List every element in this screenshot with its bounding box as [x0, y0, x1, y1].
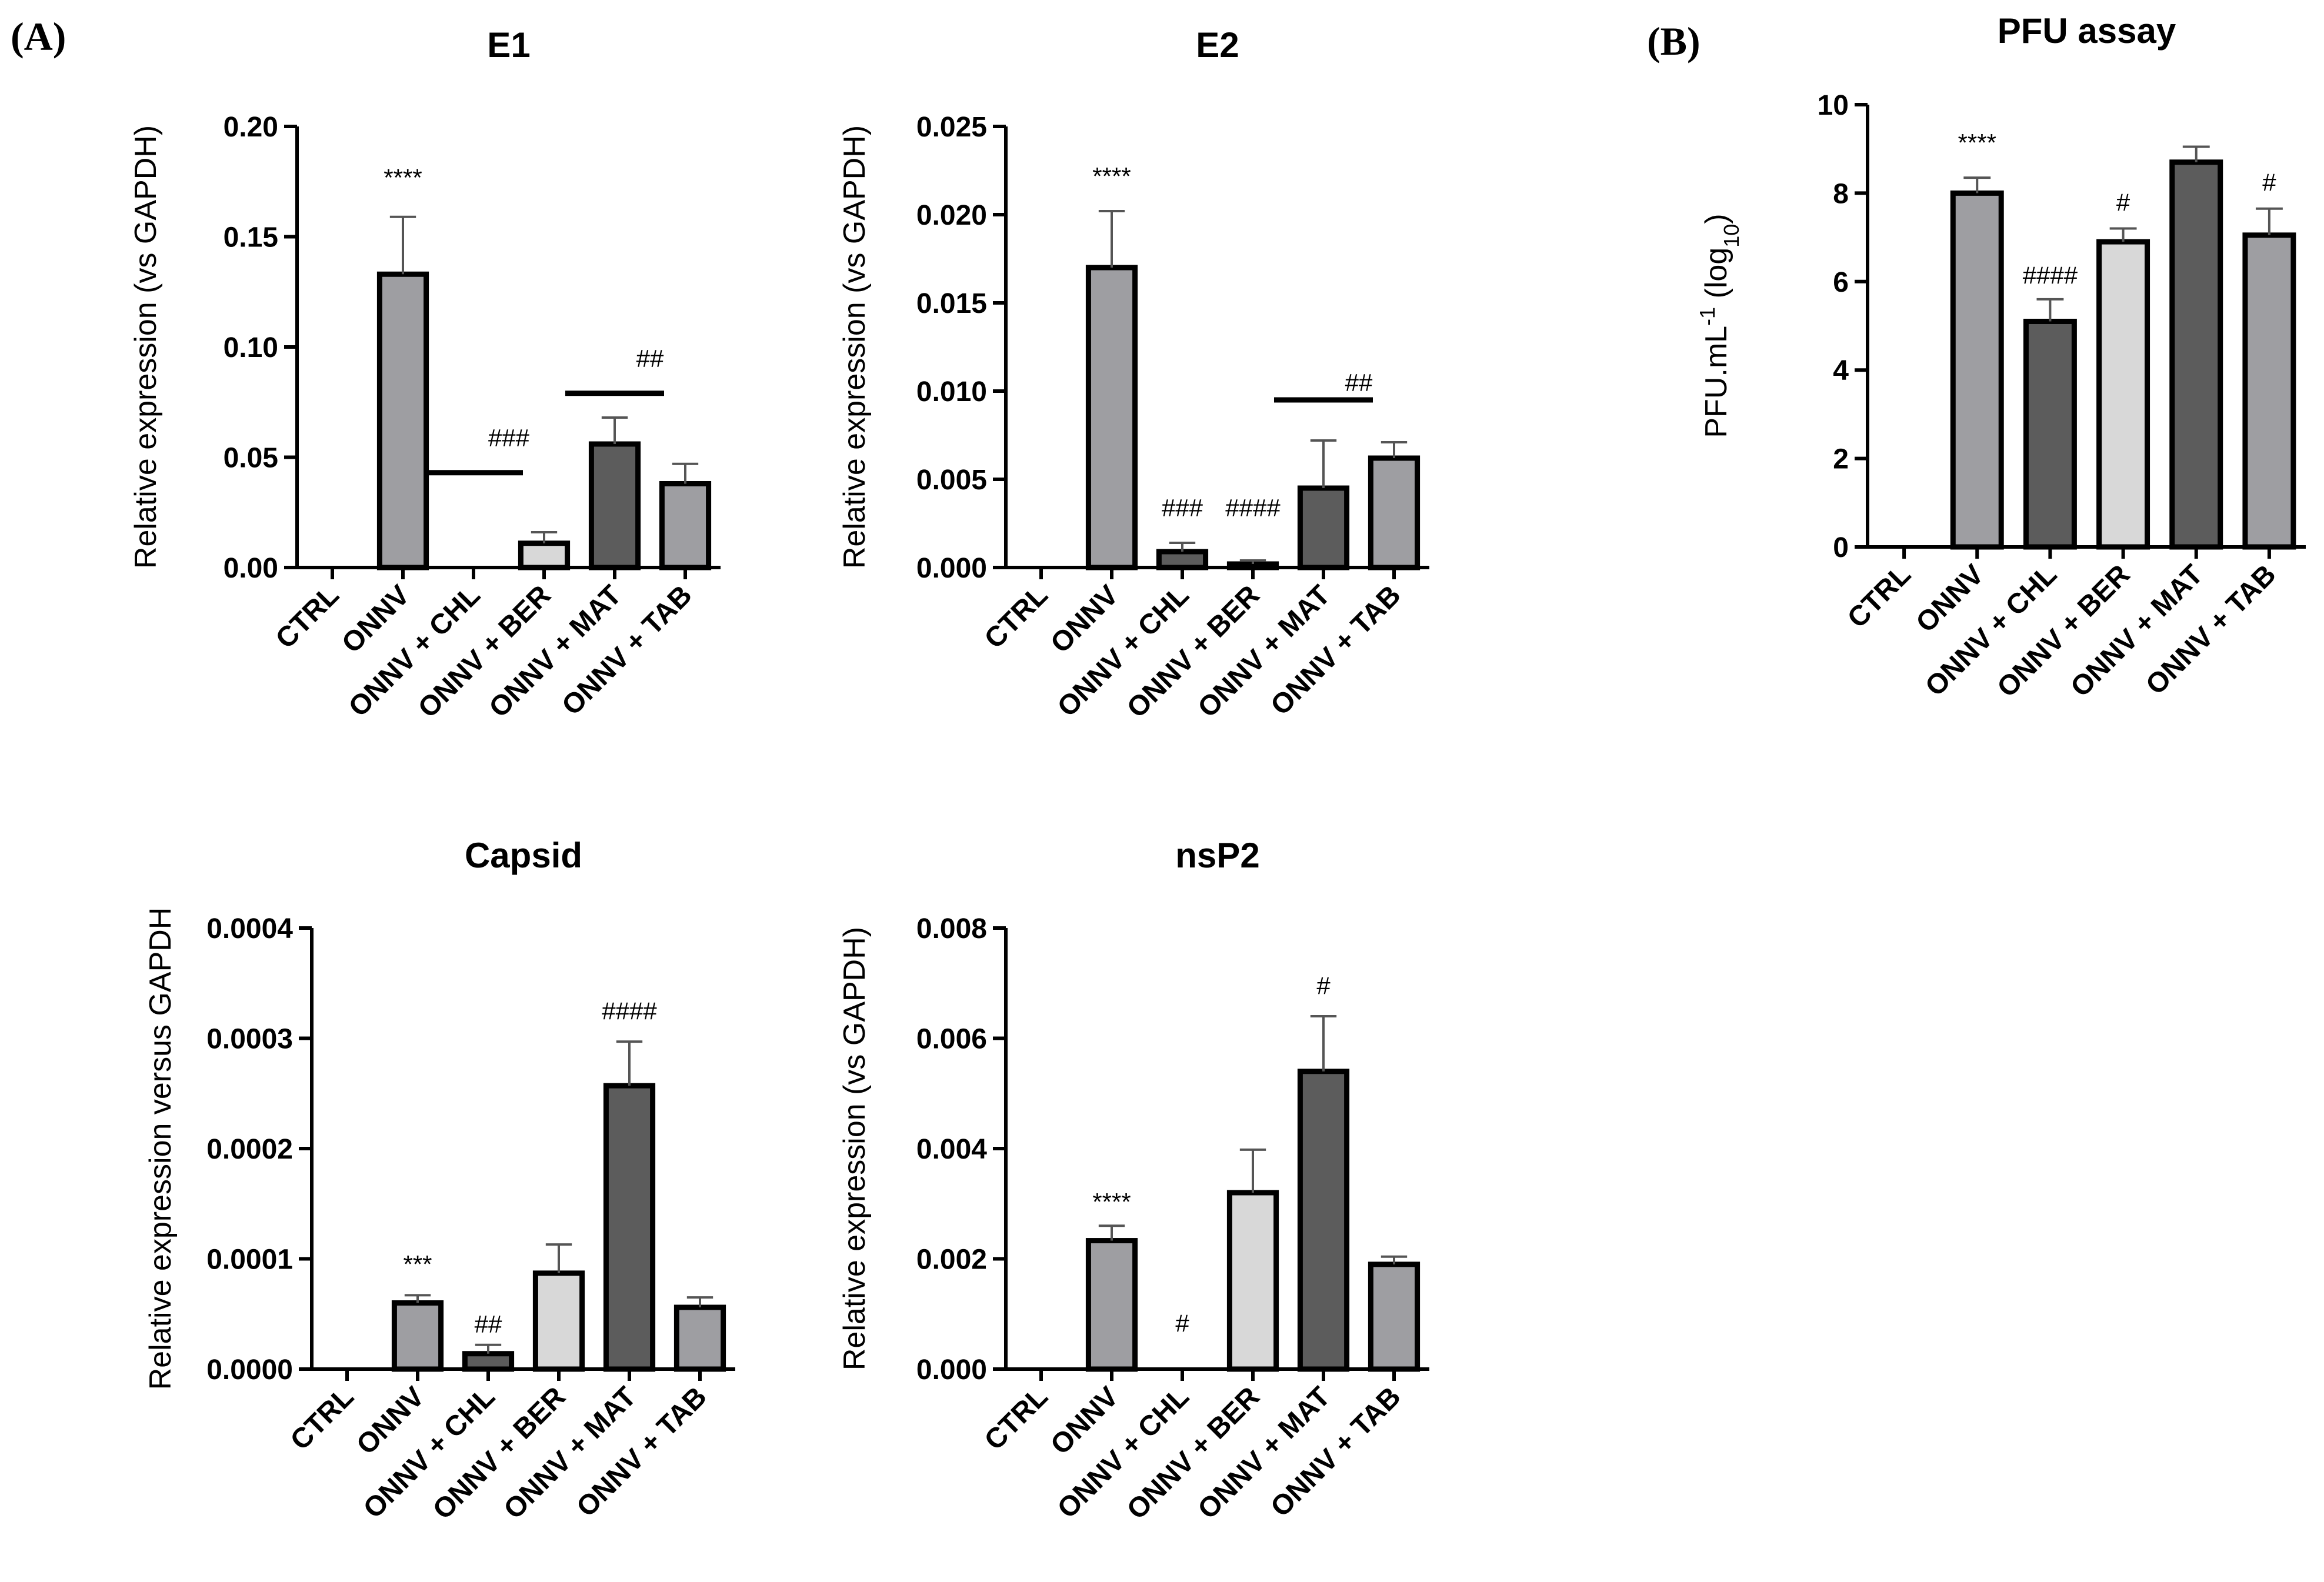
significance-annotation: ####	[1225, 494, 1281, 522]
y-tick-label: 0.0004	[206, 913, 293, 944]
category-label: CTRL	[285, 1381, 360, 1456]
y-axis-label-part: -1	[1695, 307, 1719, 326]
y-axis-label-part: PFU.mL	[1699, 326, 1733, 438]
y-axis-label: Relative expression (vs GAPDH)	[129, 125, 163, 569]
y-tick-label: 0.008	[916, 913, 987, 944]
y-tick-label: 0.025	[916, 112, 987, 143]
category-label: CTRL	[1842, 559, 1917, 634]
y-tick-label: 0.006	[916, 1024, 987, 1055]
bar-1	[391, 1300, 444, 1372]
bar-4	[603, 1083, 656, 1372]
y-tick-label: 0.20	[224, 112, 278, 143]
y-tick-label: 0.004	[916, 1134, 987, 1165]
significance-annotation: #	[2116, 188, 2130, 216]
chart-title: nsP2	[1175, 836, 1259, 875]
significance-annotation: ##	[475, 1310, 502, 1338]
bar-1	[376, 271, 429, 570]
y-tick-label: 0.000	[916, 1354, 987, 1386]
y-axis-label: PFU.mL-1 (log10)	[1695, 213, 1743, 438]
significance-annotation: ##	[1345, 369, 1373, 396]
y-tick-label: 0.05	[224, 443, 278, 474]
bar-1	[1085, 265, 1138, 570]
significance-annotation: ####	[2023, 262, 2078, 289]
y-axis-label-part: (log	[1699, 248, 1733, 307]
chart-title: E2	[1196, 25, 1239, 65]
y-tick-label: 0.10	[224, 332, 278, 363]
y-tick-label: 0.020	[916, 200, 987, 231]
bar-2	[462, 1351, 515, 1372]
category-label: CTRL	[270, 579, 345, 655]
y-tick-label: 0.0003	[206, 1024, 293, 1055]
bar-3	[1226, 1190, 1279, 1372]
chart-title: E1	[487, 25, 530, 65]
y-tick-label: 0.000	[916, 553, 987, 584]
y-tick-label: 0.0002	[206, 1134, 293, 1165]
chart-e2: E20.0000.0050.0100.0150.0200.025CTRLONNV…	[838, 25, 1429, 724]
bar-5	[1368, 455, 1421, 570]
y-tick-label: 8	[1833, 178, 1849, 209]
chart-nsp2: nsP20.0000.0020.0040.0060.008CTRLONNVONN…	[838, 836, 1429, 1526]
y-tick-label: 0.0000	[206, 1354, 293, 1386]
y-axis-label: Relative expression versus GAPDH	[144, 907, 178, 1390]
y-axis-label-part: 10	[1719, 224, 1743, 248]
bar-2	[2023, 318, 2077, 550]
significance-annotation: ****	[1092, 162, 1131, 190]
bar-3	[518, 540, 571, 570]
significance-annotation: ****	[384, 163, 422, 191]
significance-annotation: ##	[636, 345, 664, 372]
bar-3	[2096, 239, 2150, 550]
y-tick-label: 0.010	[916, 376, 987, 408]
bar-4	[1297, 1069, 1350, 1372]
significance-annotation: ###	[488, 424, 530, 452]
y-tick-label: 0.15	[224, 222, 278, 253]
y-axis-label: Relative expression (vs GAPDH)	[838, 927, 872, 1370]
y-tick-label: 10	[1818, 90, 1849, 121]
bar-4	[1297, 485, 1350, 570]
y-tick-label: 0.005	[916, 465, 987, 496]
y-tick-label: 0.00	[224, 553, 278, 584]
bar-1	[1950, 190, 2004, 550]
bar-4	[2169, 159, 2223, 550]
y-tick-label: 0	[1833, 532, 1849, 563]
category-label: CTRL	[979, 1381, 1054, 1456]
bar-5	[2242, 232, 2296, 550]
y-tick-label: 0.015	[916, 288, 987, 319]
significance-annotation: ***	[403, 1250, 432, 1278]
bar-4	[588, 441, 641, 570]
y-tick-label: 4	[1833, 355, 1849, 386]
bar-2	[1156, 549, 1209, 570]
y-axis-label: Relative expression (vs GAPDH)	[838, 125, 872, 569]
y-tick-label: 0.002	[916, 1244, 987, 1276]
bar-5	[1368, 1261, 1421, 1372]
significance-annotation: #	[1316, 972, 1331, 1000]
bar-5	[673, 1304, 726, 1372]
panel-label-a: (A)	[11, 14, 66, 59]
category-label: CTRL	[979, 579, 1054, 655]
y-tick-label: 2	[1833, 444, 1849, 475]
chart-title: Capsid	[465, 836, 582, 875]
significance-annotation: ****	[1092, 1188, 1131, 1216]
chart-title: PFU assay	[1998, 11, 2176, 51]
significance-annotation: ####	[602, 997, 657, 1025]
significance-annotation: ****	[1958, 129, 1996, 156]
category-label: ONNV + TAB	[2140, 559, 2282, 700]
y-tick-label: 6	[1833, 267, 1849, 298]
significance-annotation: #	[2262, 169, 2276, 196]
bar-1	[1085, 1238, 1138, 1372]
bar-5	[659, 481, 712, 570]
chart-capsid: Capsid 0.0000 0.0001 0.0002 0.0003 0.0004 CTRL…	[144, 836, 735, 1526]
y-tick-label: 0.0001	[206, 1244, 293, 1276]
panel-label-b: (B)	[1647, 19, 1701, 64]
y-axis-label-part: )	[1699, 213, 1733, 223]
significance-annotation: ###	[1162, 494, 1203, 522]
significance-annotation: #	[1175, 1309, 1189, 1337]
bar-3	[532, 1270, 585, 1372]
